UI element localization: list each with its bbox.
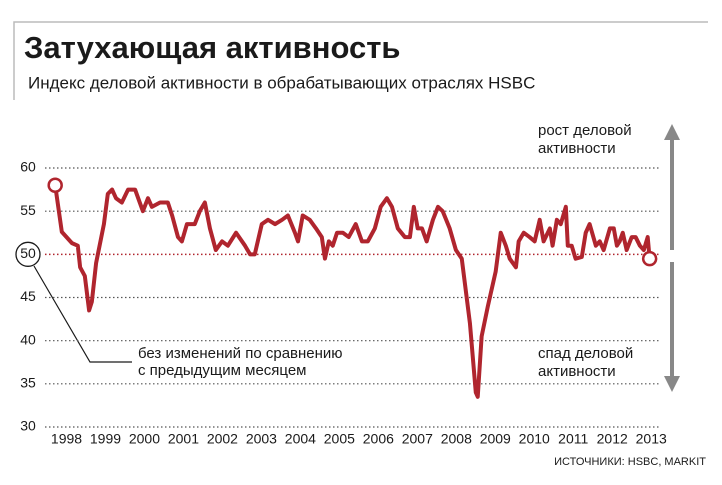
x-tick-label: 1998: [51, 431, 82, 447]
y-tick-label: 35: [20, 375, 36, 391]
chart-subtitle: Индекс деловой активности в обрабатывающ…: [28, 73, 535, 92]
x-tick-label: 2006: [363, 431, 394, 447]
x-tick-label: 2001: [168, 431, 199, 447]
x-tick-label: 2013: [636, 431, 667, 447]
data-line: [53, 184, 652, 399]
endpoint-marker: [47, 177, 63, 194]
growth-note: рост деловой: [538, 122, 632, 139]
decline-arrow-head: [664, 376, 680, 392]
x-tick-label: 2009: [480, 431, 511, 447]
baseline-tick-circle: [15, 241, 41, 267]
y-tick-label: 45: [20, 288, 36, 304]
y-tick-label: 50: [20, 245, 36, 261]
y-tick-label: 60: [20, 159, 36, 175]
endpoint-marker: [641, 250, 658, 267]
x-tick-label: 2005: [324, 431, 355, 447]
x-tick-label: 1999: [90, 431, 121, 447]
source: ИСТОЧНИКИ: HSBC, MARKIT: [554, 456, 706, 468]
x-tick-label: 2004: [285, 431, 316, 447]
y-tick-label: 55: [20, 202, 36, 218]
header-frame: [13, 21, 708, 100]
x-tick-label: 2007: [402, 431, 433, 447]
x-tick-label: 2012: [597, 431, 628, 447]
x-tick-label: 2008: [441, 431, 472, 447]
y-tick-label: 30: [20, 418, 36, 434]
x-tick-label: 2002: [207, 431, 238, 447]
y-tick-label: 40: [20, 331, 36, 347]
growth-note: активности: [538, 140, 616, 157]
x-tick-label: 2003: [246, 431, 277, 447]
decline-note: активности: [538, 363, 616, 380]
decline-note: спад деловой: [538, 345, 633, 362]
x-tick-label: 2000: [129, 431, 160, 447]
baseline-note: без изменений по сравнению: [138, 345, 343, 362]
baseline-note: с предыдущим месяцем: [138, 362, 307, 379]
leader-line: [33, 265, 132, 363]
x-tick-label: 2011: [558, 431, 588, 447]
x-tick-label: 2010: [519, 431, 550, 447]
growth-arrow-head: [664, 124, 680, 140]
chart-title: Затухающая активность: [24, 30, 400, 65]
